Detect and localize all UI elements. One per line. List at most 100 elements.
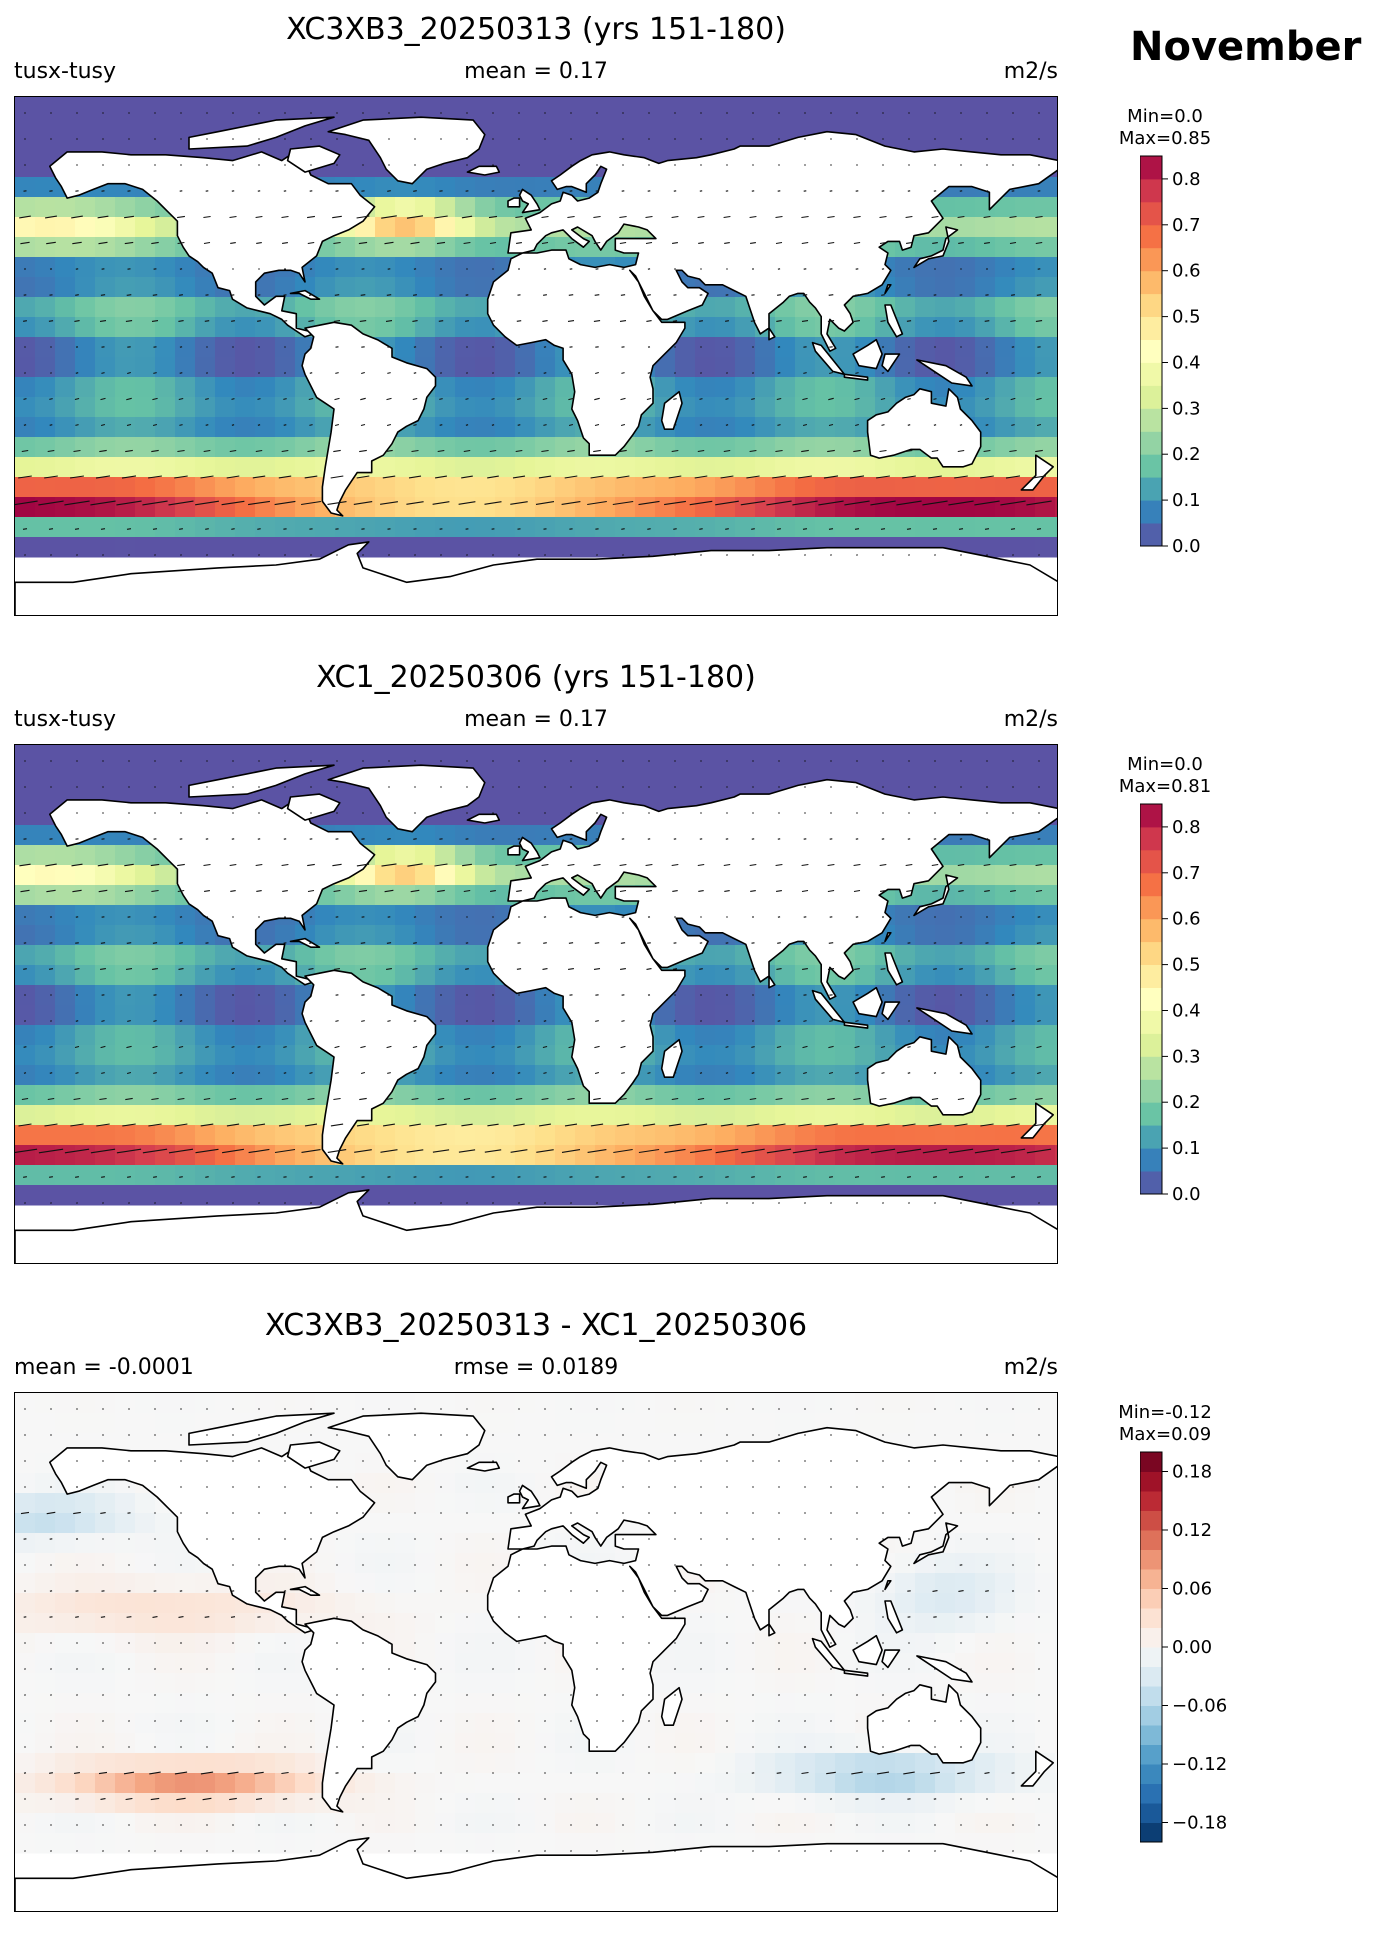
field-cell (535, 825, 556, 846)
field-cell (55, 1045, 76, 1066)
field-cell (995, 1713, 1016, 1734)
field-cell (875, 1145, 896, 1166)
field-cell (535, 1085, 556, 1106)
field-cell (495, 1413, 516, 1434)
field-cell (35, 1473, 56, 1494)
field-cell (975, 1105, 996, 1126)
field-cell (675, 517, 696, 538)
field-cell (755, 1005, 776, 1026)
vector-arrow (153, 1072, 157, 1074)
colorbar-segment (1140, 918, 1162, 943)
field-cell (915, 765, 936, 786)
vector-arrow (561, 1149, 581, 1153)
vector-arrow (974, 1148, 1000, 1154)
field-cell (995, 985, 1016, 1006)
vector-arrow (1036, 397, 1042, 401)
field-cell (855, 1125, 876, 1146)
vector-arrow (542, 1045, 548, 1049)
field-cell (135, 1553, 156, 1574)
field-cell (435, 437, 456, 458)
field-cell (435, 97, 456, 118)
field-cell (495, 1733, 516, 1754)
field-cell (455, 1633, 476, 1654)
field-cell (95, 1633, 116, 1654)
vector-arrow (360, 942, 366, 944)
field-cell (995, 1145, 1016, 1166)
field-cell (1015, 1005, 1036, 1026)
field-cell (135, 1145, 156, 1166)
field-cell (455, 1125, 476, 1146)
field-cell (1035, 1553, 1056, 1574)
field-cell (555, 1693, 576, 1714)
vector-arrow (309, 1072, 313, 1074)
vector-arrow (1036, 528, 1042, 530)
field-cell (55, 517, 76, 538)
field-cell (635, 1433, 656, 1454)
vector-arrow (278, 1123, 292, 1127)
vector-arrow (907, 398, 911, 400)
field-cell (255, 1025, 276, 1046)
field-cell (175, 317, 196, 338)
field-cell (855, 117, 876, 138)
field-cell (55, 1413, 76, 1434)
field-cell (895, 1105, 916, 1126)
field-cell (535, 1125, 556, 1146)
vector-arrow (802, 942, 808, 944)
panel-title: XC3XB3_20250313 (yrs 151-180) (286, 12, 786, 47)
field-cell (615, 1165, 636, 1186)
field-cell (655, 537, 676, 558)
field-cell (495, 1125, 516, 1146)
field-cell (515, 805, 536, 826)
field-cell (975, 277, 996, 298)
field-cell (55, 1145, 76, 1166)
vector-arrow (439, 1046, 443, 1048)
vector-arrow (222, 1148, 244, 1154)
field-cell (1055, 1105, 1057, 1126)
field-cell (1035, 1433, 1056, 1454)
vector-arrow (168, 500, 194, 506)
vector-arrow (15, 1148, 38, 1154)
field-cell (175, 1413, 196, 1434)
field-cell (95, 765, 116, 786)
field-cell (955, 1493, 976, 1514)
field-cell (755, 477, 776, 498)
field-cell (215, 1045, 236, 1066)
field-cell (395, 845, 416, 866)
field-cell (435, 1733, 456, 1754)
vector-arrow (354, 1149, 372, 1153)
field-cell (755, 985, 776, 1006)
vector-arrow (48, 528, 54, 530)
field-cell (495, 1433, 516, 1454)
field-cell (455, 1025, 476, 1046)
field-cell (935, 1613, 956, 1634)
field-cell (975, 117, 996, 138)
field-cell (475, 1045, 496, 1066)
field-cell (715, 1593, 736, 1614)
field-cell (175, 1125, 196, 1146)
field-cell (915, 965, 936, 986)
field-cell (1035, 965, 1056, 986)
field-cell (455, 1045, 476, 1066)
field-cell (215, 357, 236, 378)
field-cell (115, 765, 136, 786)
field-cell (155, 317, 176, 338)
field-cell (655, 357, 676, 378)
field-cell (315, 517, 336, 538)
field-cell (375, 745, 396, 766)
field-cell (155, 417, 176, 438)
field-cell (775, 377, 796, 398)
vector-arrow (561, 501, 581, 505)
field-cell (1055, 1733, 1057, 1754)
vector-arrow (356, 215, 370, 219)
field-cell (35, 1453, 56, 1474)
vector-arrow (49, 398, 53, 400)
field-cell (75, 197, 96, 218)
field-cell (835, 1713, 856, 1734)
vector-arrow (1036, 294, 1042, 296)
field-cell (1055, 865, 1057, 886)
field-cell (175, 477, 196, 498)
field-cell (115, 745, 136, 766)
field-cell (435, 1613, 456, 1634)
field-cell (55, 1573, 76, 1594)
field-cell (515, 765, 536, 786)
